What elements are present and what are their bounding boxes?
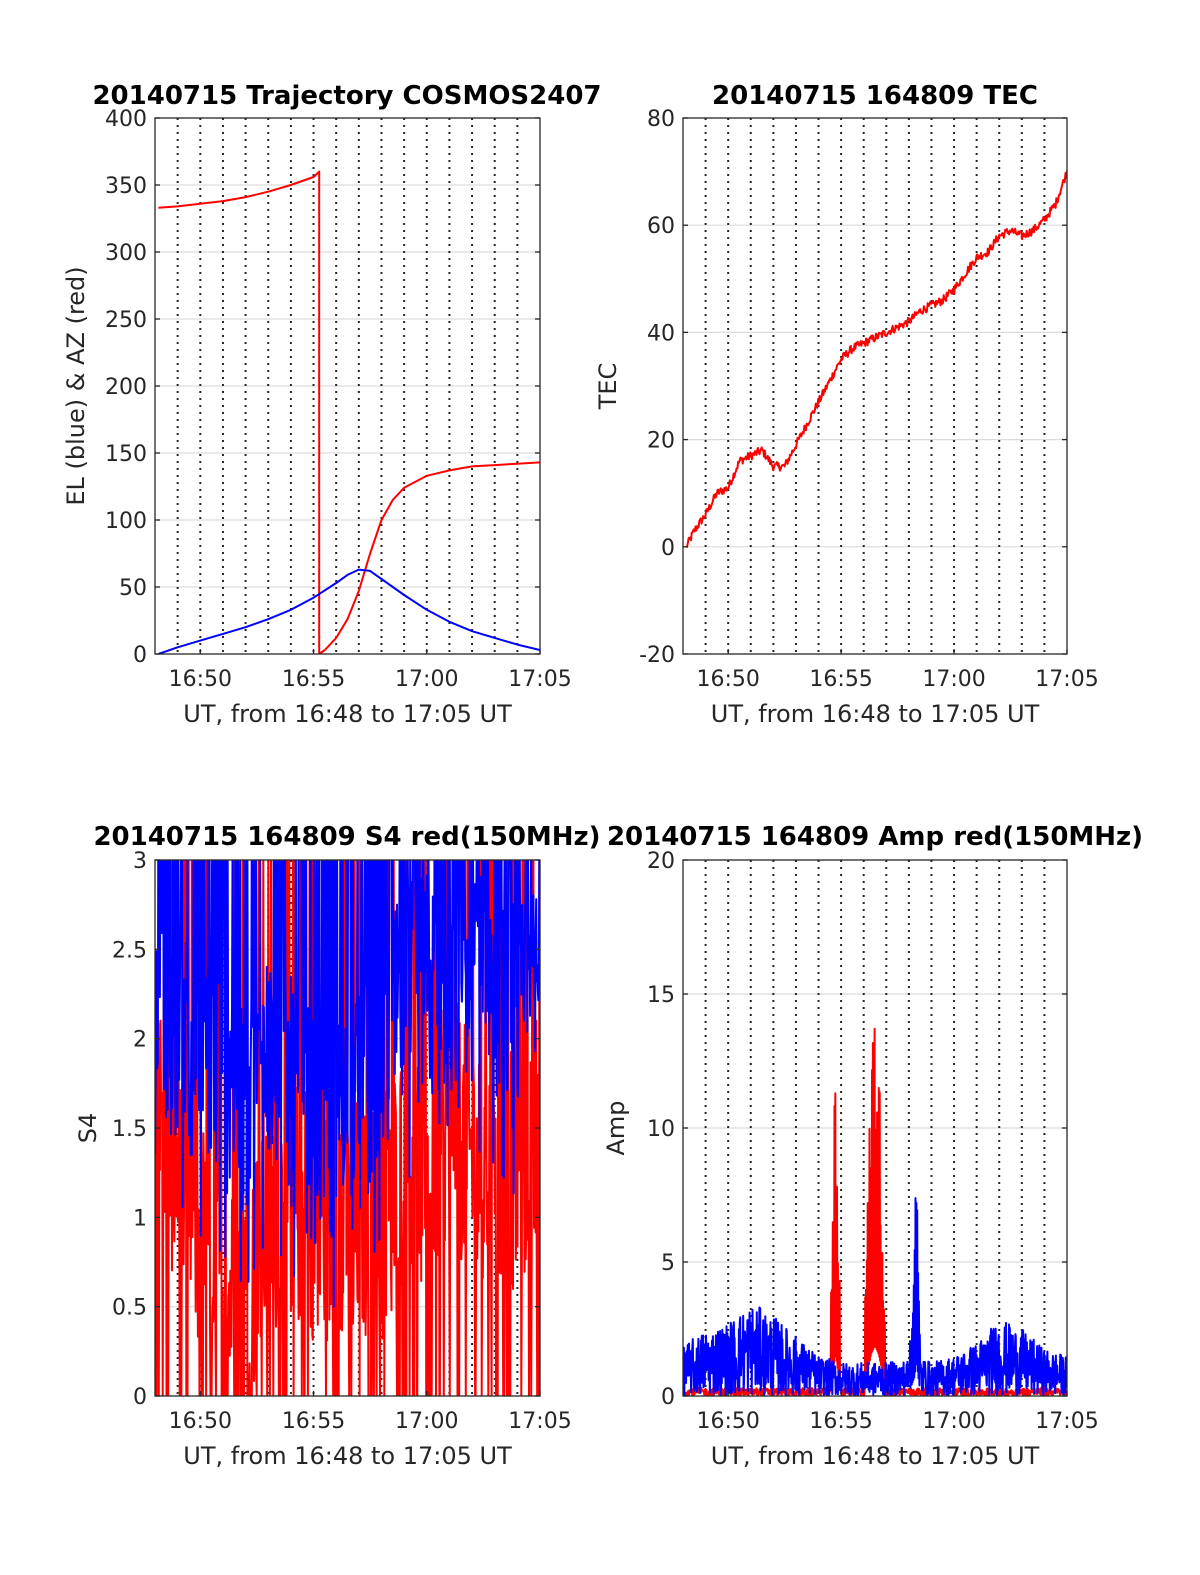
amp-xtick-label: 16:55 [809, 1409, 872, 1434]
trajectory-xtick-label: 17:05 [508, 667, 571, 692]
trajectory-ytick-label: 400 [105, 107, 147, 132]
amp-xtick-label: 17:05 [1035, 1409, 1098, 1434]
tec-xtick-label: 17:05 [1035, 667, 1098, 692]
trajectory-xtick-label: 16:50 [169, 667, 232, 692]
s4-xtick-label: 17:05 [508, 1409, 571, 1434]
trajectory-xtick-label: 17:00 [395, 667, 458, 692]
amp-xlabel: UT, from 16:48 to 17:05 UT [711, 1442, 1040, 1470]
trajectory-ytick-label: 150 [105, 442, 147, 467]
tec-ytick-label: 80 [647, 107, 675, 132]
amp-panel: 0 5 10 15 20 16:50 16:55 17:00 17:05 20140715 164… [602, 822, 1143, 1470]
amp-ytick-label: 15 [647, 983, 675, 1008]
trajectory-series-1 [158, 568, 540, 654]
tec-ytick-label: 40 [647, 321, 675, 346]
s4-series-1 [155, 860, 540, 1308]
s4-ytick-label: 2.5 [112, 938, 147, 963]
amp-title: 20140715 164809 Amp red(150MHz) [607, 822, 1143, 852]
amp-ytick-label: 10 [647, 1117, 675, 1142]
trajectory-series-0 [158, 170, 540, 654]
s4-xtick-label: 16:55 [282, 1409, 345, 1434]
s4-xtick-label: 16:50 [169, 1409, 232, 1434]
trajectory-ytick-label: 250 [105, 308, 147, 333]
s4-panel: 0 0.5 1 1.5 2 2.5 3 16:50 16:55 17:00 17:05 2014071… [74, 822, 601, 1470]
tec-axes-frame [682, 117, 1068, 655]
trajectory-ytick-label: 100 [105, 509, 147, 534]
s4-xlabel: UT, from 16:48 to 17:05 UT [183, 1442, 512, 1470]
s4-ytick-label: 0.5 [112, 1296, 147, 1321]
tec-xtick-label: 16:50 [696, 667, 759, 692]
tec-series-0 [685, 170, 1067, 548]
amp-plot-area [683, 1027, 1067, 1396]
trajectory-panel: 0 50 100 150 200 250 300 350 400 16:50 16:55 17:00 1… [62, 81, 602, 728]
tec-ytick-label: -20 [639, 643, 675, 668]
tec-xtick-label: 16:55 [809, 667, 872, 692]
tec-ylabel: TEC [594, 363, 622, 411]
trajectory-ytick-label: 50 [119, 576, 147, 601]
amp-ytick-label: 0 [661, 1385, 675, 1410]
trajectory-xlabel: UT, from 16:48 to 17:05 UT [183, 700, 512, 728]
trajectory-xtick-label: 16:55 [282, 667, 345, 692]
trajectory-plot-area [158, 170, 540, 654]
amp-series-1 [683, 1197, 1067, 1396]
amp-xtick-label: 16:50 [696, 1409, 759, 1434]
s4-ylabel: S4 [74, 1113, 102, 1144]
amp-ytick-label: 5 [661, 1251, 675, 1276]
trajectory-ytick-label: 300 [105, 241, 147, 266]
s4-plot-area [155, 860, 540, 1396]
amp-xtick-label: 17:00 [922, 1409, 985, 1434]
s4-title: 20140715 164809 S4 red(150MHz) [93, 822, 600, 852]
trajectory-ytick-label: 350 [105, 174, 147, 199]
tec-plot-area [685, 170, 1067, 548]
s4-ytick-label: 2 [133, 1028, 147, 1053]
tec-ytick-label: 60 [647, 214, 675, 239]
amp-ylabel: Amp [602, 1100, 630, 1155]
s4-ytick-label: 3 [133, 849, 147, 874]
amp-ytick-label: 20 [647, 849, 675, 874]
trajectory-ylabel: EL (blue) & AZ (red) [62, 266, 90, 505]
tec-panel: -20 0 20 40 60 80 16:50 16:55 17:00 17:05 20140715… [594, 81, 1099, 728]
tec-xtick-label: 17:00 [922, 667, 985, 692]
trajectory-ytick-label: 200 [105, 375, 147, 400]
trajectory-ytick-label: 0 [133, 643, 147, 668]
s4-ytick-label: 0 [133, 1385, 147, 1410]
tec-ytick-label: 20 [647, 429, 675, 454]
tec-title: 20140715 164809 TEC [712, 81, 1038, 111]
s4-ytick-label: 1.5 [112, 1117, 147, 1142]
s4-ytick-label: 1 [133, 1206, 147, 1231]
tec-ytick-label: 0 [661, 536, 675, 561]
tec-xlabel: UT, from 16:48 to 17:05 UT [711, 700, 1040, 728]
s4-xtick-label: 17:00 [395, 1409, 458, 1434]
trajectory-title: 20140715 Trajectory COSMOS2407 [92, 81, 601, 111]
